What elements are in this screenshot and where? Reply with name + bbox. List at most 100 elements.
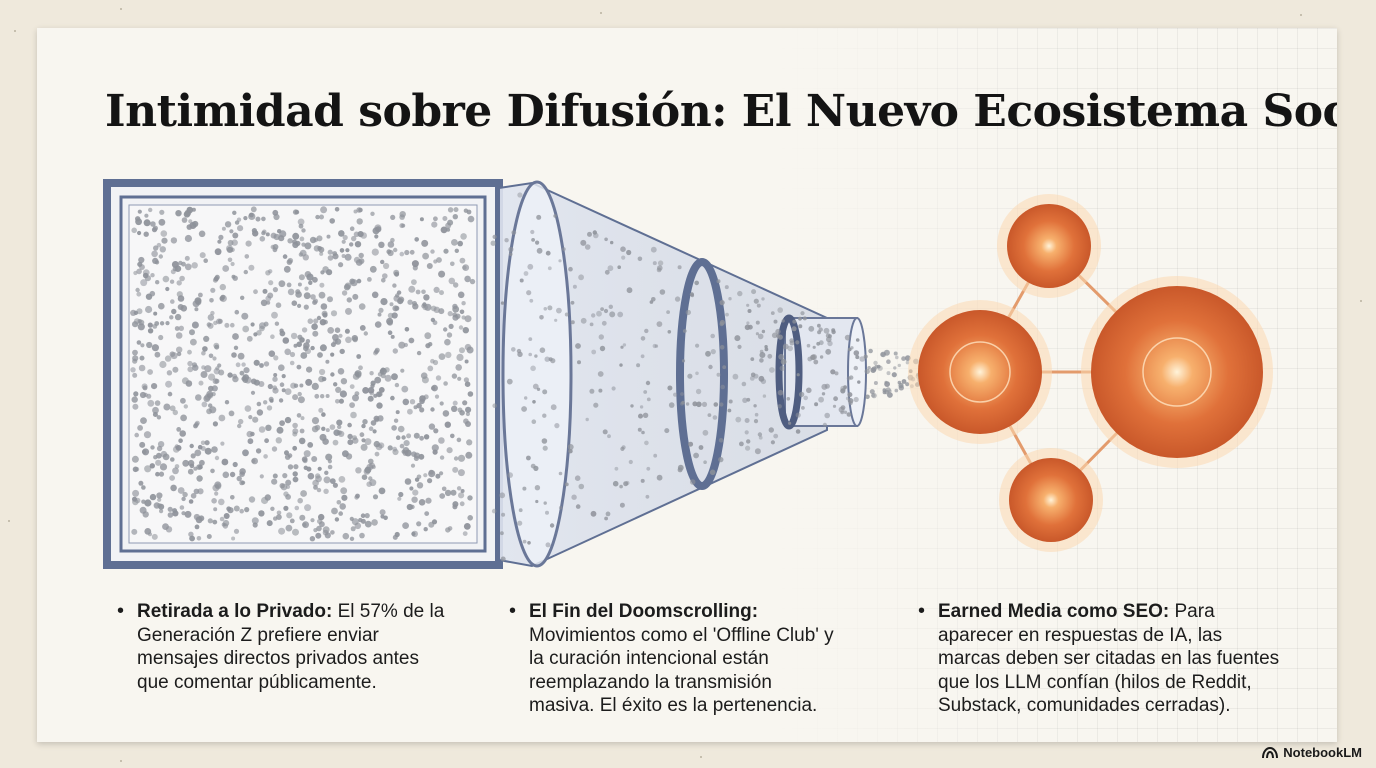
particle-dot xyxy=(760,378,767,385)
particle-dot xyxy=(423,527,428,532)
particle-dot xyxy=(227,257,233,263)
particle-dot xyxy=(227,372,233,378)
particle-dot xyxy=(273,213,280,221)
particle-dot xyxy=(769,367,775,373)
particle-dot xyxy=(568,449,573,454)
particle-dot xyxy=(390,334,395,339)
particle-dot xyxy=(433,306,440,313)
particle-dot xyxy=(506,378,513,385)
particle-dot xyxy=(450,261,455,267)
particle-dot xyxy=(234,220,240,225)
particle-dot xyxy=(213,507,218,512)
particle-dot xyxy=(409,249,415,255)
particle-dot xyxy=(188,499,194,504)
particle-dot xyxy=(871,393,876,398)
particle-dot xyxy=(548,357,553,362)
particle-dot xyxy=(361,438,366,443)
particle-dot xyxy=(161,237,168,244)
particle-dot xyxy=(322,529,329,536)
particle-dot xyxy=(194,422,199,427)
crowd-container xyxy=(103,179,503,569)
particle-dot xyxy=(286,259,293,265)
particle-dot xyxy=(243,367,250,374)
particle-dot xyxy=(184,263,192,271)
particle-dot xyxy=(821,392,826,396)
particle-dot xyxy=(864,368,870,375)
particle-dot xyxy=(224,400,230,405)
particle-dot xyxy=(412,301,417,306)
particle-dot xyxy=(204,393,212,401)
bullet-dot: • xyxy=(918,600,926,622)
column-text: que comentar públicamente. xyxy=(137,671,377,693)
particle-dot xyxy=(354,495,359,500)
particle-dot xyxy=(677,265,682,270)
particle-dot xyxy=(151,227,158,233)
particle-dot xyxy=(467,215,475,223)
particle-dot xyxy=(172,467,179,475)
particle-dot xyxy=(409,486,414,491)
particle-dot xyxy=(176,351,182,357)
particle-dot xyxy=(211,446,218,453)
particle-dot xyxy=(169,405,176,412)
particle-dot xyxy=(141,499,146,504)
particle-dot xyxy=(391,425,397,431)
particle-dot xyxy=(346,297,352,303)
particle-dot xyxy=(387,241,395,248)
particle-dot xyxy=(332,251,338,256)
particle-dot xyxy=(431,444,439,452)
particle-dot xyxy=(359,532,365,539)
particle-dot xyxy=(709,469,716,476)
particle-dot xyxy=(433,428,439,434)
particle-dot xyxy=(174,326,180,331)
particle-dot xyxy=(609,311,616,318)
particle-dot xyxy=(233,345,239,350)
particle-dot xyxy=(142,272,149,279)
particle-dot xyxy=(701,401,708,407)
particle-dot xyxy=(507,472,513,478)
particle-dot xyxy=(255,216,261,222)
particle-dot xyxy=(457,291,465,299)
particle-dot xyxy=(345,336,352,344)
particle-dot xyxy=(439,455,445,460)
particle-dot xyxy=(330,352,335,357)
particle-dot xyxy=(459,347,465,354)
particle-dot xyxy=(187,349,192,355)
particle-dot xyxy=(368,426,374,432)
particle-dot xyxy=(667,385,673,391)
particle-dot xyxy=(231,536,236,541)
particle-dot xyxy=(553,214,557,218)
particle-dot xyxy=(150,273,155,278)
particle-dot xyxy=(791,326,797,332)
particle-dot xyxy=(840,385,847,392)
particle-dot xyxy=(690,293,695,298)
particle-dot xyxy=(199,459,205,466)
particle-dot xyxy=(158,218,166,226)
particle-dot xyxy=(380,259,385,265)
particle-dot xyxy=(846,412,852,417)
particle-dot xyxy=(187,366,194,373)
particle-dot xyxy=(571,494,577,500)
particle-dot xyxy=(305,339,311,344)
particle-dot xyxy=(250,322,255,327)
particle-dot xyxy=(644,440,649,446)
particle-dot xyxy=(680,392,684,396)
particle-dot xyxy=(194,307,199,312)
particle-dot xyxy=(251,228,257,234)
particle-dot xyxy=(456,353,464,361)
particle-dot xyxy=(608,304,613,309)
notebooklm-branding[interactable]: NotebookLM xyxy=(1262,745,1362,760)
particle-dot xyxy=(302,521,309,529)
particle-dot xyxy=(833,396,838,402)
particle-dot xyxy=(289,351,296,358)
particle-dot xyxy=(778,353,785,360)
particle-dot xyxy=(362,387,369,394)
particle-dot xyxy=(542,445,548,451)
particle-dot xyxy=(718,438,724,443)
particle-dot xyxy=(392,348,398,354)
particle-dot xyxy=(281,388,286,393)
particle-dot xyxy=(630,404,634,408)
particle-dot xyxy=(448,323,454,329)
particle-dot xyxy=(304,504,312,512)
particle-dot xyxy=(378,487,386,495)
particle-dot xyxy=(524,396,528,400)
